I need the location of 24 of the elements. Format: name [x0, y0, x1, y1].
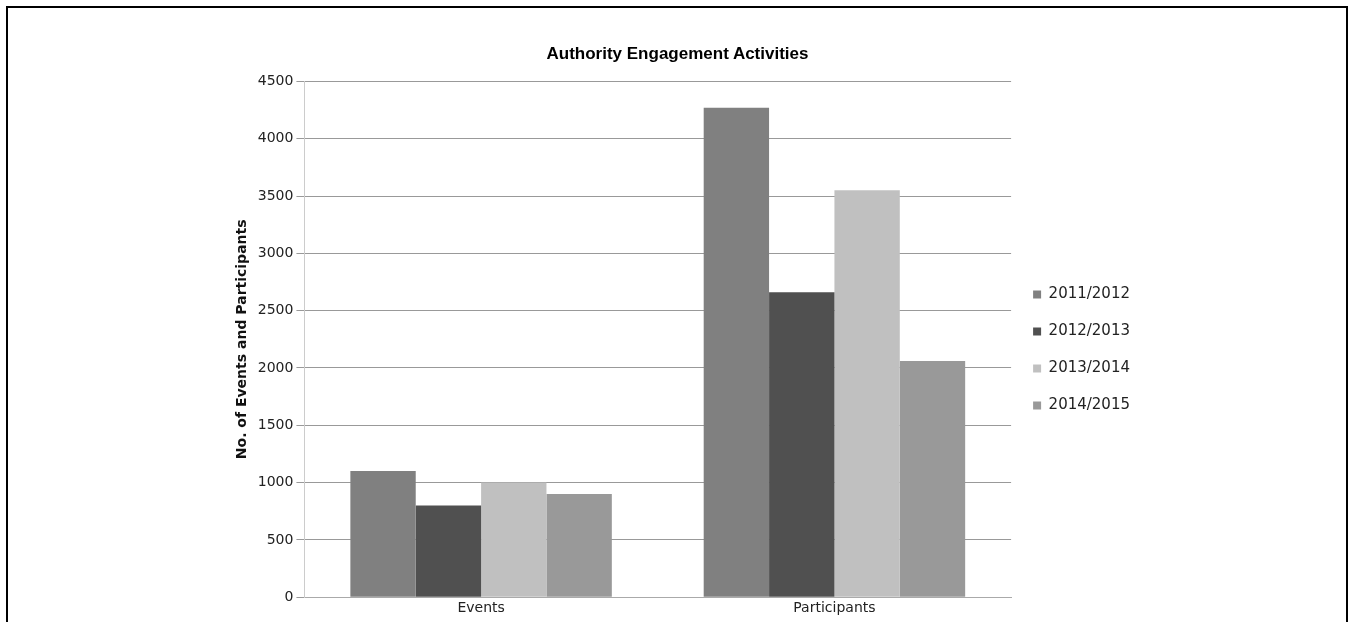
- x-tick-label: Participants: [793, 599, 876, 616]
- bar: [481, 482, 547, 597]
- y-tick-label: 2000: [257, 358, 294, 375]
- y-tick-label: 1000: [257, 473, 294, 490]
- legend-label: 2013/2014: [1048, 358, 1130, 377]
- bar: [415, 505, 482, 597]
- y-tick-label: 4500: [257, 72, 294, 89]
- legend-label: 2012/2013: [1048, 321, 1130, 340]
- bar: [350, 471, 416, 597]
- bar: [834, 190, 900, 597]
- y-tick-label: 1500: [257, 415, 294, 432]
- y-tick-label: 4000: [257, 129, 294, 146]
- y-tick-label: 0: [284, 587, 294, 604]
- x-tick-label: Events: [457, 599, 505, 616]
- legend-label: 2011/2012: [1048, 284, 1130, 303]
- y-tick-label: 500: [266, 530, 294, 547]
- y-tick-label: 2500: [257, 301, 294, 318]
- y-axis-title: No. of Events and Participants: [233, 219, 250, 460]
- y-tick-label: 3000: [257, 243, 294, 260]
- bar: [703, 107, 770, 597]
- chart-title: Authority Engagement Activities: [545, 44, 810, 64]
- legend-label: 2014/2015: [1048, 395, 1130, 414]
- bar: [769, 292, 835, 597]
- y-tick-label: 3500: [257, 186, 294, 203]
